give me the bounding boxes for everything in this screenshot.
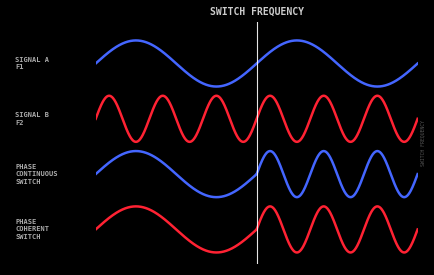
Text: PHASE
CONTINUOUS
SWITCH: PHASE CONTINUOUS SWITCH [15,164,58,185]
Text: SIGNAL B
F2: SIGNAL B F2 [15,112,49,126]
Text: SWITCH FREQUENCY: SWITCH FREQUENCY [209,7,303,17]
Text: SIGNAL A
F1: SIGNAL A F1 [15,57,49,70]
Text: SWITCH FREQUENCY: SWITCH FREQUENCY [420,120,425,166]
Text: PHASE
COHERENT
SWITCH: PHASE COHERENT SWITCH [15,219,49,240]
